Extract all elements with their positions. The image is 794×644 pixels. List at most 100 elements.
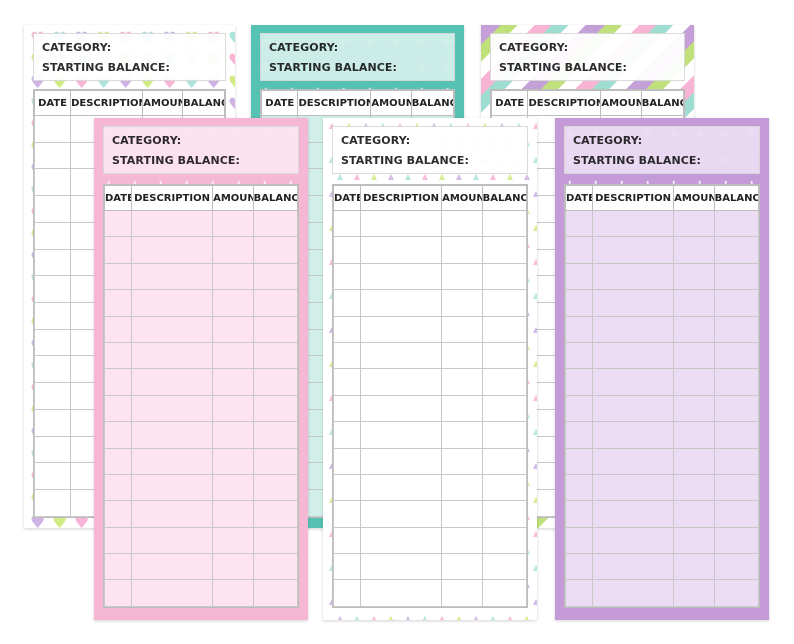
- ledger-cell[interactable]: [131, 447, 214, 475]
- ledger-cell[interactable]: [252, 209, 299, 238]
- ledger-cell[interactable]: [103, 421, 133, 449]
- ledger-cell[interactable]: [212, 394, 254, 423]
- ledger-cell[interactable]: [564, 368, 594, 396]
- ledger-cell[interactable]: [212, 262, 254, 291]
- ledger-cell[interactable]: [103, 236, 133, 264]
- ledger-cell[interactable]: [131, 500, 214, 528]
- ledger-cell[interactable]: [441, 421, 483, 449]
- ledger-cell[interactable]: [252, 262, 299, 291]
- ledger-cell[interactable]: [103, 553, 133, 581]
- ledger-cell[interactable]: [103, 394, 133, 423]
- ledger-cell[interactable]: [481, 473, 528, 502]
- ledger-cell[interactable]: [673, 526, 715, 555]
- ledger-cell[interactable]: [673, 500, 715, 528]
- ledger-cell[interactable]: [592, 236, 675, 264]
- ledger-cell[interactable]: [360, 262, 443, 291]
- ledger-cell[interactable]: [212, 447, 254, 475]
- ledger-cell[interactable]: [564, 553, 594, 581]
- ledger-cell[interactable]: [481, 394, 528, 423]
- ledger-cell[interactable]: [481, 236, 528, 264]
- ledger-cell[interactable]: [360, 394, 443, 423]
- ledger-cell[interactable]: [564, 500, 594, 528]
- ledger-cell[interactable]: [481, 553, 528, 581]
- ledger-cell[interactable]: [332, 262, 362, 291]
- ledger-cell[interactable]: [332, 421, 362, 449]
- ledger-cell[interactable]: [332, 315, 362, 343]
- ledger-cell[interactable]: [592, 289, 675, 317]
- ledger-cell[interactable]: [713, 368, 760, 396]
- ledger-cell[interactable]: [360, 315, 443, 343]
- ledger-cell[interactable]: [332, 341, 362, 370]
- ledger-cell[interactable]: [592, 447, 675, 475]
- ledger-cell[interactable]: [360, 421, 443, 449]
- ledger-cell[interactable]: [33, 275, 72, 304]
- ledger-cell[interactable]: [673, 579, 715, 607]
- ledger-cell[interactable]: [252, 473, 299, 502]
- ledger-cell[interactable]: [481, 500, 528, 528]
- ledger-cell[interactable]: [713, 236, 760, 264]
- ledger-cell[interactable]: [33, 141, 72, 170]
- ledger-cell[interactable]: [252, 289, 299, 317]
- ledger-cell[interactable]: [673, 447, 715, 475]
- ledger-cell[interactable]: [332, 473, 362, 502]
- ledger-cell[interactable]: [33, 408, 72, 437]
- ledger-cell[interactable]: [212, 368, 254, 396]
- ledger-cell[interactable]: [332, 526, 362, 555]
- ledger-cell[interactable]: [441, 579, 483, 607]
- ledger-cell[interactable]: [564, 209, 594, 238]
- ledger-cell[interactable]: [131, 315, 214, 343]
- ledger-cell[interactable]: [103, 209, 133, 238]
- ledger-cell[interactable]: [332, 447, 362, 475]
- ledger-cell[interactable]: [673, 368, 715, 396]
- ledger-cell[interactable]: [481, 447, 528, 475]
- ledger-cell[interactable]: [103, 447, 133, 475]
- ledger-cell[interactable]: [212, 209, 254, 238]
- ledger-cell[interactable]: [252, 368, 299, 396]
- ledger-cell[interactable]: [713, 526, 760, 555]
- ledger-cell[interactable]: [592, 315, 675, 343]
- ledger-cell[interactable]: [131, 473, 214, 502]
- ledger-cell[interactable]: [33, 302, 72, 330]
- ledger-cell[interactable]: [33, 195, 72, 223]
- ledger-cell[interactable]: [592, 553, 675, 581]
- ledger-cell[interactable]: [592, 500, 675, 528]
- ledger-cell[interactable]: [564, 262, 594, 291]
- ledger-cell[interactable]: [332, 579, 362, 607]
- ledger-cell[interactable]: [252, 341, 299, 370]
- ledger-cell[interactable]: [332, 500, 362, 528]
- ledger-cell[interactable]: [103, 368, 133, 396]
- ledger-cell[interactable]: [481, 262, 528, 291]
- ledger-cell[interactable]: [212, 315, 254, 343]
- ledger-cell[interactable]: [103, 315, 133, 343]
- ledger-cell[interactable]: [360, 368, 443, 396]
- ledger-cell[interactable]: [441, 526, 483, 555]
- ledger-cell[interactable]: [33, 168, 72, 197]
- ledger-cell[interactable]: [33, 248, 72, 277]
- ledger-cell[interactable]: [441, 473, 483, 502]
- ledger-cell[interactable]: [33, 462, 72, 491]
- ledger-cell[interactable]: [564, 236, 594, 264]
- ledger-cell[interactable]: [103, 262, 133, 291]
- ledger-cell[interactable]: [360, 209, 443, 238]
- ledger-cell[interactable]: [673, 262, 715, 291]
- ledger-cell[interactable]: [252, 421, 299, 449]
- ledger-cell[interactable]: [713, 473, 760, 502]
- ledger-cell[interactable]: [212, 421, 254, 449]
- ledger-cell[interactable]: [441, 341, 483, 370]
- ledger-cell[interactable]: [252, 500, 299, 528]
- ledger-cell[interactable]: [592, 209, 675, 238]
- ledger-cell[interactable]: [564, 394, 594, 423]
- ledger-cell[interactable]: [592, 526, 675, 555]
- ledger-cell[interactable]: [103, 473, 133, 502]
- ledger-cell[interactable]: [33, 435, 72, 464]
- ledger-cell[interactable]: [441, 447, 483, 475]
- ledger-cell[interactable]: [481, 421, 528, 449]
- ledger-cell[interactable]: [713, 394, 760, 423]
- ledger-cell[interactable]: [131, 394, 214, 423]
- ledger-cell[interactable]: [441, 262, 483, 291]
- ledger-cell[interactable]: [131, 526, 214, 555]
- ledger-cell[interactable]: [103, 579, 133, 607]
- ledger-cell[interactable]: [332, 289, 362, 317]
- ledger-cell[interactable]: [103, 341, 133, 370]
- ledger-cell[interactable]: [360, 553, 443, 581]
